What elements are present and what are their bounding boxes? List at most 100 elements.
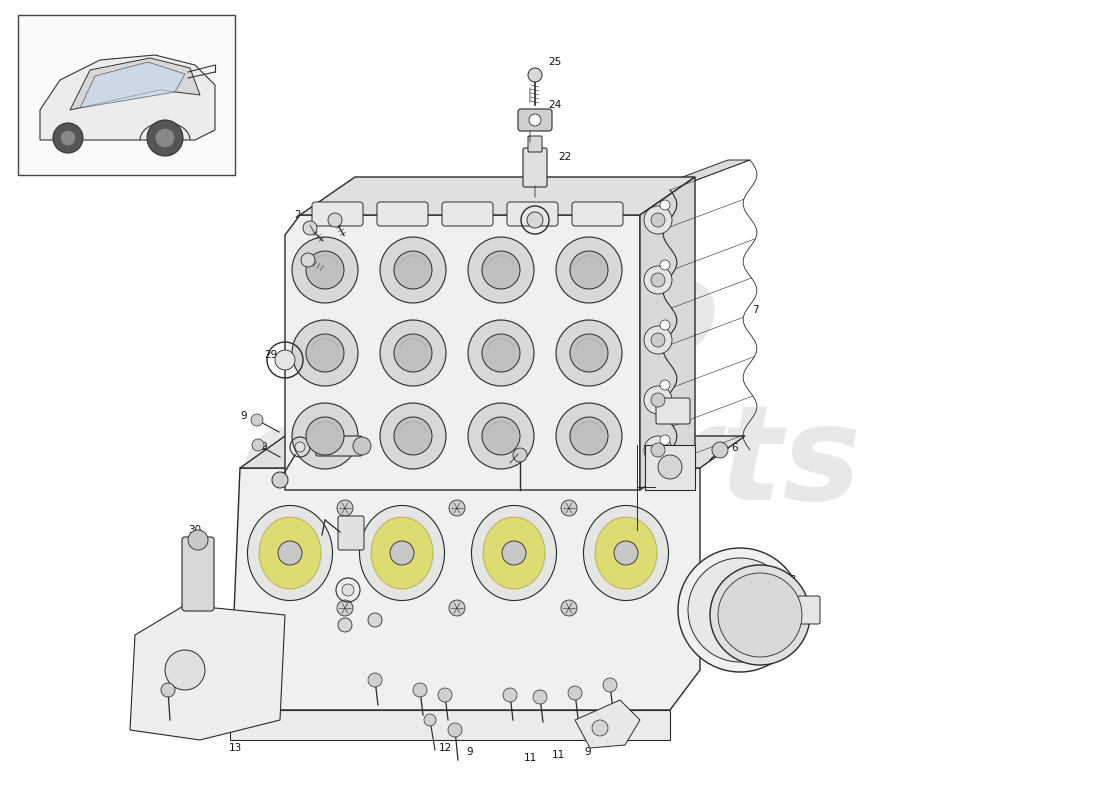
Circle shape — [556, 403, 622, 469]
FancyBboxPatch shape — [377, 202, 428, 226]
Circle shape — [651, 333, 666, 347]
Circle shape — [651, 393, 666, 407]
Circle shape — [660, 320, 670, 330]
Circle shape — [534, 690, 547, 704]
Circle shape — [651, 213, 666, 227]
Text: 1: 1 — [690, 455, 696, 465]
Text: 17: 17 — [714, 610, 727, 620]
Text: 3: 3 — [645, 469, 651, 479]
Circle shape — [306, 334, 344, 372]
Text: 8: 8 — [645, 497, 651, 507]
Circle shape — [712, 442, 728, 458]
Circle shape — [644, 326, 672, 354]
Polygon shape — [645, 445, 695, 490]
Circle shape — [468, 403, 534, 469]
Polygon shape — [230, 468, 700, 710]
Circle shape — [449, 500, 465, 516]
Text: 9: 9 — [261, 442, 267, 452]
Polygon shape — [640, 177, 695, 490]
Text: 15: 15 — [414, 707, 427, 717]
Circle shape — [338, 618, 352, 632]
Circle shape — [651, 273, 666, 287]
Circle shape — [592, 720, 608, 736]
Bar — [18, 15, 235, 175]
Text: 9: 9 — [241, 411, 248, 421]
Circle shape — [678, 548, 802, 672]
Circle shape — [292, 403, 358, 469]
Ellipse shape — [483, 517, 544, 589]
Text: 9: 9 — [645, 511, 651, 521]
Text: 18: 18 — [783, 575, 796, 585]
Polygon shape — [230, 710, 670, 740]
Polygon shape — [240, 436, 745, 468]
Text: 23: 23 — [504, 205, 517, 215]
Circle shape — [468, 237, 534, 303]
Circle shape — [449, 600, 465, 616]
Circle shape — [660, 470, 670, 480]
Ellipse shape — [360, 506, 444, 601]
Circle shape — [60, 131, 75, 145]
Circle shape — [658, 455, 682, 479]
Text: 24: 24 — [549, 100, 562, 110]
FancyBboxPatch shape — [338, 516, 364, 550]
Circle shape — [528, 68, 542, 82]
Polygon shape — [70, 58, 200, 110]
FancyBboxPatch shape — [656, 398, 690, 424]
Circle shape — [556, 237, 622, 303]
Polygon shape — [648, 160, 750, 190]
Text: a proud supplier of parts since 1985: a proud supplier of parts since 1985 — [262, 653, 538, 667]
Polygon shape — [285, 215, 640, 490]
Text: 5: 5 — [664, 387, 671, 397]
Circle shape — [394, 334, 432, 372]
Text: 27: 27 — [314, 425, 327, 435]
Circle shape — [53, 123, 82, 153]
Polygon shape — [130, 605, 285, 740]
Circle shape — [614, 541, 638, 565]
Text: 12: 12 — [439, 743, 452, 753]
Circle shape — [651, 443, 666, 457]
FancyBboxPatch shape — [528, 136, 542, 152]
Circle shape — [328, 213, 342, 227]
Polygon shape — [575, 700, 640, 748]
Circle shape — [718, 573, 802, 657]
Circle shape — [147, 120, 183, 156]
Text: -1: -1 — [660, 497, 670, 507]
Text: euro
carparts: euro carparts — [239, 253, 861, 527]
Text: 28: 28 — [265, 488, 278, 498]
Text: 4: 4 — [645, 483, 651, 493]
Text: 2: 2 — [645, 455, 651, 465]
Text: 10: 10 — [614, 735, 627, 745]
Text: 20: 20 — [375, 609, 388, 619]
Circle shape — [503, 688, 517, 702]
Ellipse shape — [595, 517, 657, 589]
Circle shape — [527, 212, 543, 228]
Circle shape — [306, 417, 344, 455]
Text: 21: 21 — [333, 613, 346, 623]
FancyBboxPatch shape — [182, 537, 214, 611]
Ellipse shape — [248, 506, 332, 601]
Polygon shape — [300, 177, 695, 215]
Circle shape — [644, 206, 672, 234]
Text: 3: 3 — [317, 203, 323, 213]
FancyBboxPatch shape — [518, 109, 552, 131]
Polygon shape — [40, 55, 214, 140]
Polygon shape — [80, 62, 185, 108]
Circle shape — [165, 650, 205, 690]
Circle shape — [251, 414, 263, 426]
Circle shape — [482, 417, 520, 455]
Circle shape — [561, 600, 578, 616]
FancyBboxPatch shape — [316, 436, 362, 456]
Circle shape — [156, 129, 174, 147]
Text: 22: 22 — [559, 152, 572, 162]
Circle shape — [379, 403, 446, 469]
Circle shape — [301, 253, 315, 267]
Circle shape — [278, 541, 303, 565]
Circle shape — [379, 320, 446, 386]
Text: 13: 13 — [229, 743, 242, 753]
Circle shape — [353, 437, 371, 455]
Text: 14: 14 — [153, 675, 166, 685]
Circle shape — [644, 266, 672, 294]
FancyBboxPatch shape — [312, 202, 363, 226]
Circle shape — [161, 683, 175, 697]
Circle shape — [379, 237, 446, 303]
